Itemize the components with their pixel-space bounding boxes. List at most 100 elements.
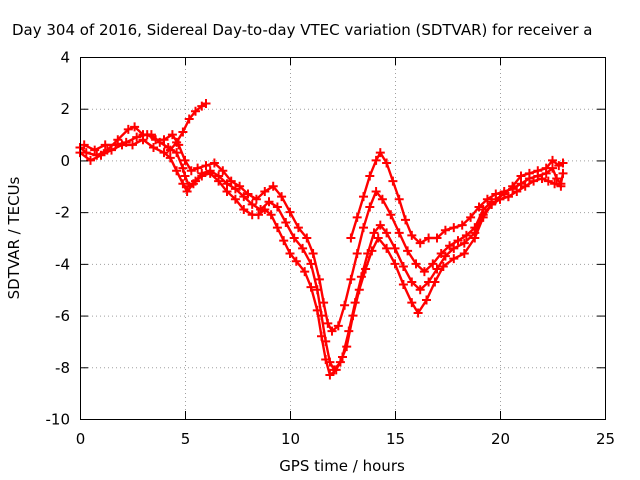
series-line — [494, 159, 565, 201]
x-tick-label: 0 — [76, 430, 86, 448]
data-point — [457, 220, 467, 230]
data-point — [247, 199, 257, 209]
data-point — [516, 171, 526, 181]
data-point — [363, 249, 373, 259]
data-point — [281, 217, 291, 227]
data-point — [205, 168, 215, 178]
data-point — [209, 158, 219, 168]
data-point — [369, 228, 379, 238]
data-point — [537, 174, 547, 184]
data-point — [172, 166, 182, 176]
data-point — [165, 145, 175, 155]
data-point — [411, 259, 421, 269]
data-point — [312, 305, 322, 315]
data-point — [461, 230, 471, 240]
data-point — [298, 243, 308, 253]
data-point — [487, 199, 497, 209]
data-point — [319, 298, 329, 308]
data-point — [331, 365, 341, 375]
data-point — [188, 179, 198, 189]
data-point — [398, 261, 408, 271]
data-point — [193, 163, 203, 173]
data-point — [382, 158, 392, 168]
data-point — [552, 174, 562, 184]
data-point — [365, 202, 375, 212]
data-point — [390, 259, 400, 269]
data-point — [529, 176, 539, 186]
data-point — [520, 181, 530, 191]
data-point — [293, 223, 303, 233]
y-tick-label: -2 — [55, 204, 70, 222]
data-point — [113, 135, 123, 145]
data-point — [272, 202, 282, 212]
data-point — [432, 233, 442, 243]
data-point — [459, 249, 469, 259]
data-point — [90, 145, 100, 155]
data-point — [325, 370, 335, 380]
data-point — [390, 243, 400, 253]
data-point — [386, 210, 396, 220]
y-tick-label: 0 — [60, 152, 70, 170]
data-point — [312, 285, 322, 295]
data-point — [482, 194, 492, 204]
data-point — [352, 212, 362, 222]
data-point — [178, 163, 188, 173]
data-point — [86, 155, 95, 165]
y-axis-label: SDTVAR / TECUs — [5, 176, 23, 299]
data-point — [165, 153, 175, 163]
data-point — [377, 194, 387, 204]
data-point — [218, 166, 228, 176]
data-point — [438, 261, 448, 271]
data-point — [266, 210, 276, 220]
data-point — [550, 179, 560, 189]
data-point — [197, 171, 207, 181]
data-point — [445, 241, 455, 251]
data-point — [279, 236, 289, 246]
data-point — [254, 210, 263, 220]
data-point — [415, 238, 425, 248]
data-point — [149, 143, 158, 152]
data-point — [214, 176, 224, 186]
data-point — [407, 230, 417, 240]
x-tick-label: 20 — [491, 430, 510, 448]
x-tick-label: 10 — [281, 430, 300, 448]
data-point — [243, 189, 253, 199]
data-point — [394, 228, 404, 238]
data-point — [350, 298, 360, 308]
data-point — [302, 233, 312, 243]
data-point — [365, 171, 375, 181]
data-point — [491, 194, 501, 204]
data-point — [159, 148, 169, 158]
data-point — [100, 140, 110, 150]
data-point — [359, 223, 368, 233]
data-point — [338, 352, 347, 362]
chart-title: Day 304 of 2016, Sidereal Day-to-day VTE… — [12, 21, 593, 39]
data-point — [277, 192, 287, 202]
data-point — [260, 205, 270, 215]
data-point — [541, 163, 551, 173]
data-point — [159, 135, 169, 145]
data-point — [432, 264, 442, 274]
data-point — [96, 150, 106, 160]
data-point — [289, 233, 299, 243]
data-point — [512, 186, 522, 196]
data-point — [419, 267, 429, 277]
data-point — [558, 158, 568, 168]
data-point — [394, 194, 404, 204]
data-point — [285, 249, 295, 259]
data-point — [327, 326, 337, 336]
data-point — [474, 202, 484, 212]
data-point — [260, 186, 270, 196]
data-point — [268, 181, 278, 191]
y-tick-label: -4 — [55, 255, 70, 273]
data-point — [178, 127, 188, 137]
axis-ticks: 0 5 10 15 20 25 -10 -8 -6 -4 -2 0 2 4 — [46, 49, 616, 449]
data-point — [138, 135, 148, 145]
data-point — [470, 223, 480, 233]
data-point — [508, 181, 518, 191]
data-point — [180, 171, 190, 181]
data-point — [306, 282, 316, 292]
x-tick-label: 15 — [386, 430, 405, 448]
